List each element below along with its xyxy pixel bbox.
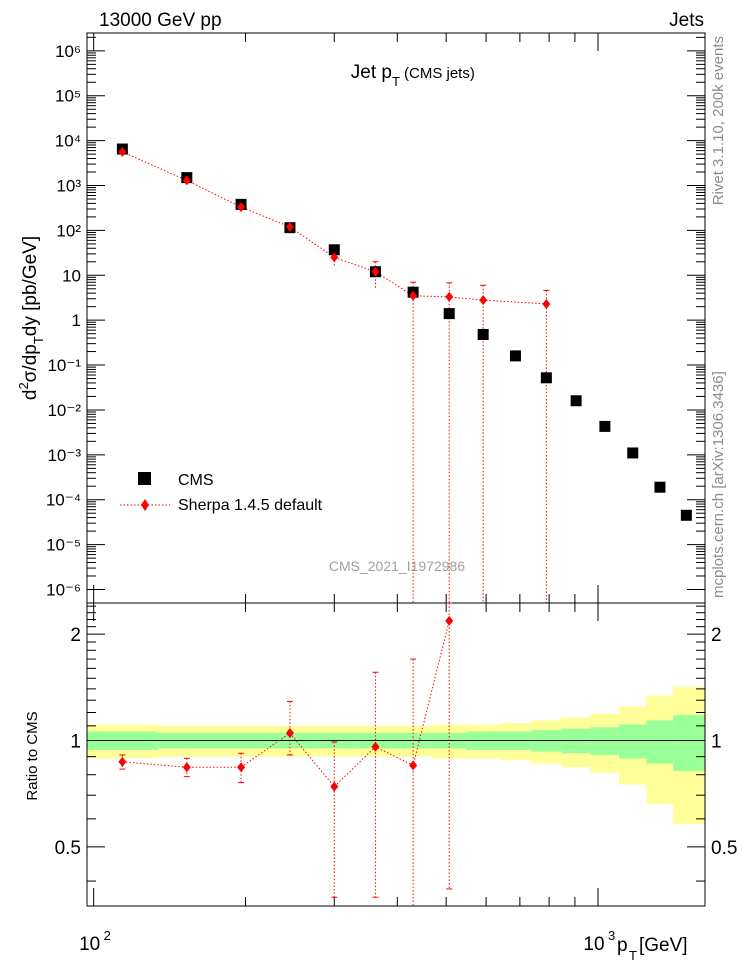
main-y-tick-label: 10⁻¹ xyxy=(47,356,81,375)
cms-point xyxy=(627,447,639,459)
band-inner-bin xyxy=(619,724,648,759)
cms-point xyxy=(477,328,489,340)
svg-text:d2σ/dpTdy [pb/GeV]: d2σ/dpTdy [pb/GeV] xyxy=(16,236,46,400)
main-y-tick-label: 10 xyxy=(62,266,81,285)
cms-point xyxy=(680,509,692,521)
mcplots-label: mcplots.cern.ch [arXiv:1306.3436] xyxy=(710,371,727,598)
cms-point xyxy=(599,420,611,432)
sherpa-line xyxy=(122,151,547,305)
sherpa-point xyxy=(118,146,127,157)
main-y-tick-label: 10⁻² xyxy=(47,401,81,420)
cms-point xyxy=(328,244,340,256)
ratio-y-tick-label-right: 2 xyxy=(711,625,722,646)
ratio-plot-area: 10 2 10 3 0.5 0.5 1 1 2 2 xyxy=(55,602,737,955)
legend-cms-marker xyxy=(138,472,151,485)
ratio-ylabel: Ratio to CMS xyxy=(24,711,41,800)
main-frame xyxy=(86,32,706,604)
legend: CMS Sherpa 1.4.5 default xyxy=(120,472,323,514)
main-y-tick-label: 10⁻⁴ xyxy=(46,491,81,510)
ylabel-part-rest: dy [pb/GeV] xyxy=(20,236,41,336)
x-axis-label: p T [GeV] xyxy=(617,935,688,963)
sherpa-point xyxy=(285,221,294,232)
main-y-tick-label: 10⁶ xyxy=(55,42,81,61)
legend-sherpa-marker xyxy=(141,499,149,511)
main-y-tick-label: 10⁻⁵ xyxy=(46,536,81,555)
band-inner-bin xyxy=(673,715,706,771)
main-y-tick-label: 10³ xyxy=(56,177,81,196)
ratio-frame xyxy=(86,602,706,907)
main-title: Jet p xyxy=(351,62,392,83)
cms-point xyxy=(570,395,582,407)
main-y-tick-label: 10⁻³ xyxy=(47,446,81,465)
sherpa-point xyxy=(409,290,418,301)
sherpa-point xyxy=(237,202,246,213)
sherpa-point xyxy=(182,175,191,186)
ylabel-part-d: d xyxy=(20,390,41,401)
x-tick-label: 10 xyxy=(79,934,100,955)
watermark: CMS_2021_I1972986 xyxy=(329,558,465,574)
main-title-extra: (CMS jets) xyxy=(404,65,475,82)
ratio-sherpa-point xyxy=(118,756,127,767)
main-ylabel: d2σ/dpTdy [pb/GeV] xyxy=(16,236,46,400)
ylabel-part-sup: 2 xyxy=(16,382,31,389)
main-y-tick-label: 1 xyxy=(72,311,81,330)
ratio-sherpa-point xyxy=(237,762,246,773)
ratio-panel: Ratio to CMS 10 2 10 3 0.5 0.5 1 1 2 2 xyxy=(24,602,737,955)
cms-point xyxy=(443,308,455,320)
cms-point xyxy=(654,481,666,493)
main-y-tick-label: 10⁵ xyxy=(55,87,81,106)
ratio-y-tick-label-right: 1 xyxy=(711,731,722,752)
sherpa-point xyxy=(371,266,380,277)
ratio-sherpa-point xyxy=(409,760,418,771)
ratio-sherpa-point xyxy=(182,762,191,773)
xlabel-p: p xyxy=(617,935,628,956)
main-panel: Jet p T (CMS jets) CMS_2021_I1972986 d2σ… xyxy=(16,32,706,604)
ratio-sherpa-point xyxy=(445,615,454,626)
ratio-sherpa-point xyxy=(330,781,339,792)
x-tick-exponent: 2 xyxy=(104,928,111,943)
ratio-y-tick-label: 1 xyxy=(70,731,81,752)
main-y-tick-label: 10² xyxy=(56,221,81,240)
x-tick-label: 10 xyxy=(583,934,604,955)
sherpa-point xyxy=(445,291,454,302)
main-y-tick-label: 10⁻⁶ xyxy=(46,580,81,599)
ratio-y-tick-label: 2 xyxy=(70,625,81,646)
sherpa-point xyxy=(542,298,551,309)
xlabel-sub: T xyxy=(629,948,637,963)
ratio-sherpa-point xyxy=(371,741,380,752)
ylabel-part-sigma: σ/dp xyxy=(20,344,41,382)
xlabel-unit: [GeV] xyxy=(639,935,688,956)
header-left: 13000 GeV pp xyxy=(99,10,222,31)
legend-cms-label: CMS xyxy=(178,472,214,489)
ratio-y-tick-label-right: 0.5 xyxy=(711,838,737,859)
cms-point xyxy=(540,372,552,384)
rivet-label: Rivet 3.1.10, 200k events xyxy=(710,36,727,205)
cms-point xyxy=(509,350,521,362)
band-inner-bin xyxy=(590,727,620,755)
ratio-y-tick-label: 0.5 xyxy=(55,838,81,859)
header-right: Jets xyxy=(669,10,704,31)
x-tick-exponent: 3 xyxy=(608,928,615,943)
main-y-tick-label: 10⁴ xyxy=(55,132,81,151)
ratio-sherpa-line xyxy=(122,620,450,788)
sherpa-point xyxy=(479,295,488,306)
main-title-sub: T xyxy=(392,74,400,89)
legend-sherpa-label: Sherpa 1.4.5 default xyxy=(178,497,323,514)
band-inner-bin xyxy=(646,720,674,764)
main-plot-area: 10⁻⁶ 10⁻⁵ 10⁻⁴ 10⁻³ 10⁻² 10⁻¹ 1 10 10² 10³ 10⁴ 10⁵ 1… xyxy=(46,32,706,604)
sherpa-point xyxy=(330,252,339,263)
ratio-sherpa-point xyxy=(285,727,294,738)
ylabel-part-sub: T xyxy=(31,336,46,344)
